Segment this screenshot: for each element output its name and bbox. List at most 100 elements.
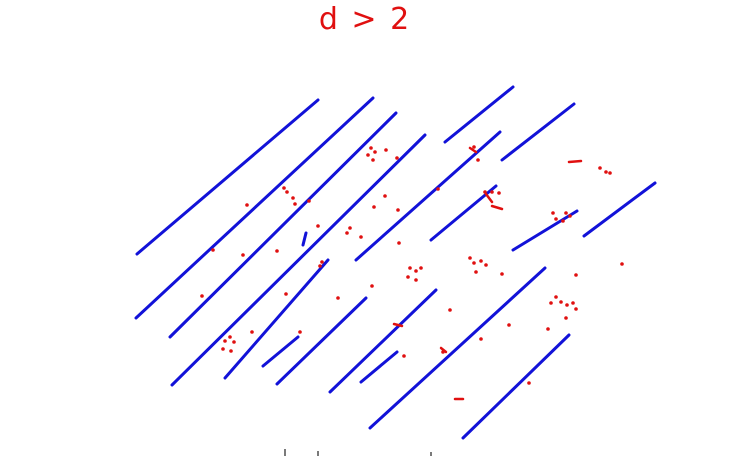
red-dot [554,217,558,221]
red-dot [223,339,227,343]
red-dot [414,269,418,273]
red-dot [372,205,376,209]
red-dot [546,327,550,331]
red-dot [229,349,233,353]
red-dot [396,208,400,212]
red-dot [561,219,565,223]
blue-line [328,288,438,394]
red-dot [316,224,320,228]
red-dot [476,158,480,162]
blue-line [275,296,368,386]
parallel-lines [134,85,657,440]
red-dot [474,270,478,274]
red-dot [559,300,563,304]
red-dot [336,296,340,300]
red-dot [574,307,578,311]
caption-label: d > 2 [318,2,412,37]
red-dot [211,248,215,252]
red-dot [366,153,370,157]
red-dot [468,256,472,260]
red-dot [551,211,555,215]
red-dot [397,241,401,245]
red-dot [406,275,410,279]
blue-line [301,231,308,247]
red-dot [554,295,558,299]
blue-line [443,85,515,144]
red-dot [373,150,377,154]
red-dot [282,186,286,190]
blue-line [511,209,579,252]
red-dot [241,253,245,257]
red-dot [490,190,494,194]
red-dot [402,354,406,358]
bottom-edge-marks [284,449,432,456]
red-dot [500,272,504,276]
blue-line [135,98,320,256]
red-dot [479,259,483,263]
red-dot [497,191,501,195]
red-dot [472,261,476,265]
blue-line [261,335,300,368]
red-dot [384,148,388,152]
red-dash [567,159,583,164]
red-dash [484,192,494,204]
red-dot [436,187,440,191]
blue-line [170,133,427,387]
red-dot [285,190,289,194]
red-dot [549,301,553,305]
red-dot [608,171,612,175]
red-dot [484,263,488,267]
red-dot [370,284,374,288]
red-dot [441,350,445,354]
red-dot [564,316,568,320]
red-dot [568,214,572,218]
blue-line [354,130,502,262]
red-dots [200,145,624,385]
red-dash [392,322,404,328]
red-dot [419,266,423,270]
red-dot [293,202,297,206]
red-dashes [392,146,583,401]
red-dot [245,203,249,207]
blue-line [168,111,398,339]
red-dot [479,337,483,341]
red-dot [527,381,531,385]
red-dot [574,273,578,277]
red-dot [232,340,236,344]
red-dot [284,292,288,296]
red-dot [571,301,575,305]
red-dot [448,308,452,312]
blue-line [500,102,576,162]
red-dot [318,264,322,268]
red-dot [291,196,295,200]
red-dot [620,262,624,266]
red-dot [348,226,352,230]
red-dot [564,211,568,215]
red-dot [507,323,511,327]
red-dot [483,190,487,194]
red-dash [439,346,448,354]
blue-line [429,184,498,242]
red-dot [221,347,225,351]
red-dot [250,330,254,334]
red-dash [490,204,504,211]
red-dot [598,166,602,170]
red-dot [414,278,418,282]
red-dot [228,335,232,339]
red-dot [472,145,476,149]
red-dot [369,146,373,150]
red-dot [298,330,302,334]
red-dot [359,235,363,239]
blue-line [461,333,571,440]
blue-line [223,258,330,380]
red-dot [307,199,311,203]
red-dot [604,170,608,174]
red-dot [345,231,349,235]
red-dot [395,156,399,160]
blue-line [368,266,547,430]
red-dot [408,266,412,270]
red-dot [275,249,279,253]
blue-line [582,181,657,238]
red-dot [320,260,324,264]
